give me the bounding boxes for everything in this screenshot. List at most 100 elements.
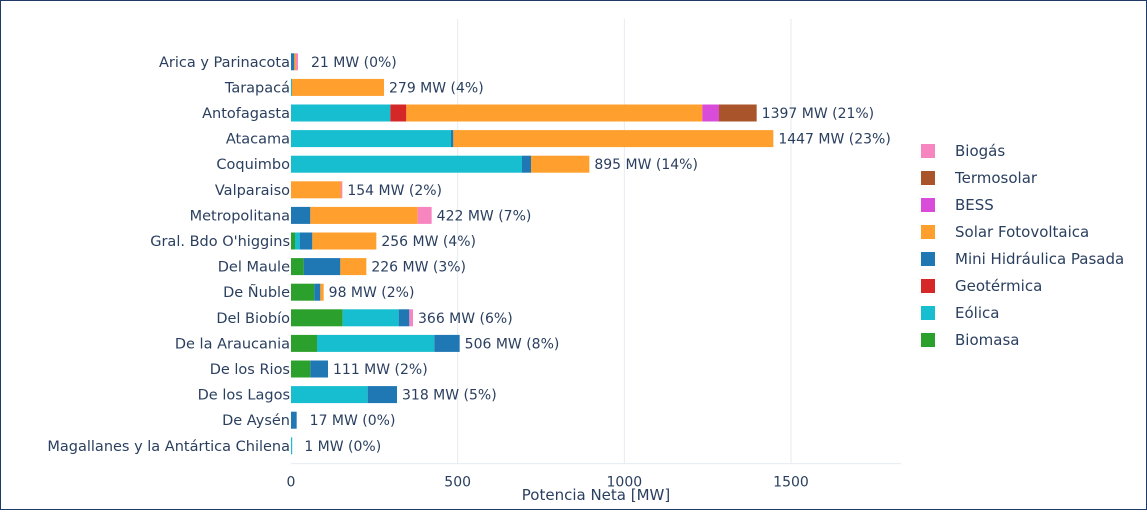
bar-segment[interactable]: [291, 130, 451, 148]
legend-item[interactable]: Biogás: [921, 142, 1005, 160]
bar-segment[interactable]: [434, 334, 460, 352]
category-label: Metropolitana: [190, 208, 290, 224]
bar-segment[interactable]: [291, 206, 311, 224]
total-label: 1447 MW (23%): [778, 132, 891, 148]
bar-segment[interactable]: [453, 130, 774, 148]
grid-layer: [291, 19, 901, 465]
bar-segment[interactable]: [291, 232, 295, 250]
legend-item[interactable]: Solar Fotovoltaica: [921, 223, 1089, 241]
bar-segment[interactable]: [299, 232, 313, 250]
legend-item[interactable]: Geotérmica: [921, 277, 1042, 295]
bar-segment[interactable]: [367, 386, 397, 404]
total-label: 226 MW (3%): [371, 260, 466, 276]
bar-segment[interactable]: [310, 206, 418, 224]
category-label: Del Biobío: [216, 311, 290, 327]
bar-segment[interactable]: [291, 258, 304, 276]
category-label: Magallanes y la Antártica Chilena: [47, 439, 290, 455]
bar-segment[interactable]: [291, 53, 295, 71]
bar-segment[interactable]: [341, 181, 343, 199]
total-label: 422 MW (7%): [437, 208, 532, 224]
bar-segment[interactable]: [296, 53, 298, 71]
bar-segment[interactable]: [390, 104, 407, 122]
category-label: Arica y Parinacota: [159, 55, 290, 71]
legend-item[interactable]: Termosolar: [921, 169, 1038, 187]
bar-segment[interactable]: [291, 309, 343, 327]
legend-label: Solar Fotovoltaica: [955, 223, 1089, 241]
legend-swatch: [921, 279, 935, 293]
x-axis-title: Potencia Neta [MW]: [522, 486, 670, 504]
bar-segment[interactable]: [398, 309, 410, 327]
total-label: 506 MW (8%): [465, 336, 560, 352]
category-label: Atacama: [226, 132, 290, 148]
legend-label: Geotérmica: [955, 277, 1042, 295]
bar-segment[interactable]: [342, 309, 399, 327]
legend-label: BESS: [955, 196, 994, 214]
bar-segment[interactable]: [317, 334, 435, 352]
bar-segment[interactable]: [291, 155, 522, 173]
legend-swatch: [921, 144, 935, 158]
total-label: 1 MW (0%): [304, 439, 381, 455]
bar-segment[interactable]: [409, 309, 413, 327]
bar-segment[interactable]: [406, 104, 703, 122]
x-tick-label: 1500: [773, 475, 809, 491]
bar-segment[interactable]: [291, 104, 391, 122]
legend-swatch: [921, 333, 935, 347]
category-label: Del Maule: [218, 260, 290, 276]
x-tick-label: 0: [287, 475, 296, 491]
legend-item[interactable]: Mini Hidráulica Pasada: [921, 250, 1124, 268]
legend-label: Mini Hidráulica Pasada: [955, 250, 1124, 268]
total-label: 318 MW (5%): [402, 388, 497, 404]
bar-segment[interactable]: [295, 232, 300, 250]
bar-segment[interactable]: [291, 360, 311, 378]
bar-segment[interactable]: [291, 411, 297, 429]
total-label: 279 MW (4%): [389, 80, 484, 96]
bar-segment[interactable]: [294, 53, 296, 71]
bar-segment[interactable]: [303, 258, 341, 276]
legend-swatch: [921, 306, 935, 320]
legend-label: Termosolar: [954, 169, 1038, 187]
x-tick-label: 1000: [607, 475, 643, 491]
legend-item[interactable]: BESS: [921, 196, 994, 214]
bar-segment[interactable]: [291, 437, 293, 455]
category-label: Gral. Bdo O'higgins: [150, 234, 290, 250]
legend-label: Eólica: [955, 304, 999, 322]
bar-segment[interactable]: [312, 232, 377, 250]
total-label: 1397 MW (21%): [762, 106, 875, 122]
legend-label: Biomasa: [955, 331, 1019, 349]
bar-segment[interactable]: [314, 283, 321, 301]
legend-swatch: [921, 171, 935, 185]
total-label: 154 MW (2%): [347, 183, 442, 199]
bar-segment[interactable]: [417, 206, 432, 224]
total-label: 21 MW (0%): [311, 55, 397, 71]
bar-segment[interactable]: [719, 104, 757, 122]
legend[interactable]: Biogás Termosolar BESS Solar Fotovoltaica Mi…: [921, 142, 1124, 349]
category-label: Tarapacá: [224, 80, 290, 96]
bar-segment[interactable]: [522, 155, 531, 173]
x-tick-labels: 0 500 1000 1500: [287, 475, 809, 491]
bar-segment[interactable]: [291, 283, 315, 301]
bar-segment[interactable]: [531, 155, 590, 173]
bar-segment[interactable]: [310, 360, 328, 378]
bar-segment[interactable]: [291, 334, 317, 352]
total-label: 98 MW (2%): [329, 285, 415, 301]
legend-swatch: [921, 252, 935, 266]
bar-segment[interactable]: [340, 258, 367, 276]
bar-segment[interactable]: [291, 386, 368, 404]
category-label: De Aysén: [222, 413, 290, 429]
legend-item[interactable]: Biomasa: [921, 331, 1019, 349]
bar-segment[interactable]: [702, 104, 719, 122]
bar-segment[interactable]: [291, 181, 341, 199]
bar-segment[interactable]: [320, 283, 324, 301]
bar-segment[interactable]: [292, 78, 384, 96]
bars-layer: [291, 53, 774, 455]
bar-segment[interactable]: [291, 78, 293, 96]
bar-segment[interactable]: [451, 130, 454, 148]
category-label: De los Lagos: [198, 388, 290, 404]
legend-swatch: [921, 198, 935, 212]
legend-item[interactable]: Eólica: [921, 304, 999, 322]
category-labels: Arica y Parinacota Tarapacá Antofagasta Ata…: [47, 55, 290, 455]
total-label: 366 MW (6%): [418, 311, 513, 327]
data-labels: 21 MW (0%) 279 MW (4%) 1397 MW (21%) 1447 M…: [304, 55, 891, 455]
category-label: Coquimbo: [216, 157, 290, 173]
